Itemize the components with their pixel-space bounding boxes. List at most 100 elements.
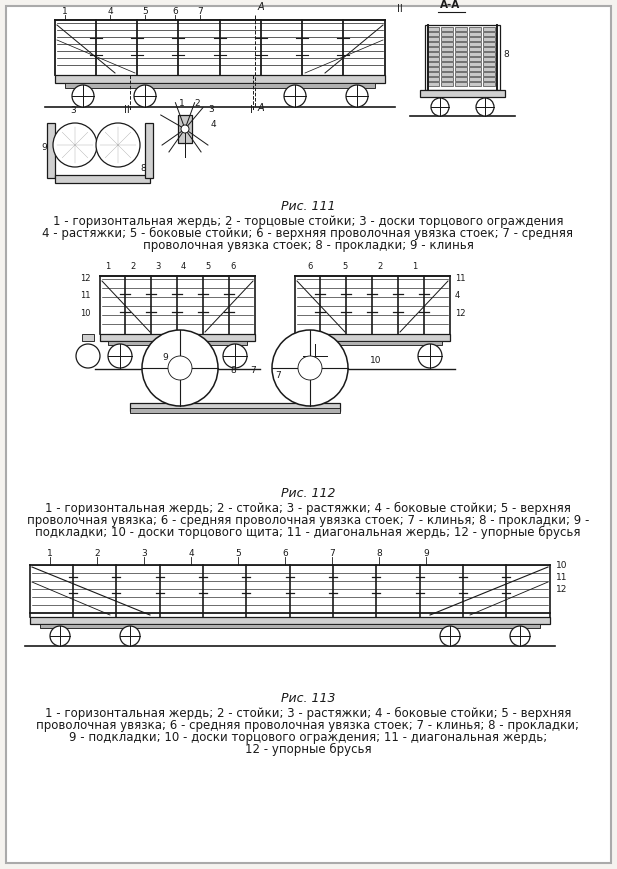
Text: 6: 6 xyxy=(230,262,236,271)
Text: 8: 8 xyxy=(302,371,308,380)
Bar xyxy=(145,123,153,178)
Bar xyxy=(55,175,150,183)
Text: 5: 5 xyxy=(342,262,347,271)
Bar xyxy=(483,27,495,30)
Text: II: II xyxy=(124,105,130,115)
Text: 5: 5 xyxy=(205,262,210,271)
Bar xyxy=(455,72,467,76)
Bar xyxy=(178,115,192,143)
Bar xyxy=(130,408,340,413)
Bar xyxy=(441,82,453,85)
Text: 9: 9 xyxy=(423,549,429,559)
Bar xyxy=(469,27,481,30)
Text: 8: 8 xyxy=(230,366,236,375)
Bar xyxy=(427,32,439,36)
Text: 4: 4 xyxy=(455,291,460,300)
Text: 2: 2 xyxy=(194,99,200,108)
Bar xyxy=(455,27,467,30)
Text: 4 - растяжки; 5 - боковые стойки; 6 - верхняя проволочная увязка стоек; 7 - сред: 4 - растяжки; 5 - боковые стойки; 6 - ве… xyxy=(43,227,573,240)
Circle shape xyxy=(96,123,140,167)
Circle shape xyxy=(120,626,140,646)
Text: 8: 8 xyxy=(140,164,146,173)
Bar xyxy=(469,52,481,56)
Circle shape xyxy=(181,125,189,133)
Text: проволочная увязка; 6 - средняя проволочная увязка стоек; 7 - клинья; 8 - прокла: проволочная увязка; 6 - средняя проволоч… xyxy=(27,514,589,527)
Bar xyxy=(483,32,495,36)
Circle shape xyxy=(76,344,100,368)
Text: 9: 9 xyxy=(41,143,47,152)
Text: 1 - горизонтальная жердь; 2 - стойка; 3 - растяжки; 4 - боковые стойки; 5 - верх: 1 - горизонтальная жердь; 2 - стойка; 3 … xyxy=(45,502,571,515)
Circle shape xyxy=(418,344,442,368)
Text: подкладки; 10 - доски торцового щита; 11 - диагональная жердь; 12 - упорные брус: подкладки; 10 - доски торцового щита; 11… xyxy=(35,526,581,539)
Text: 9 - подкладки; 10 - доски торцового ограждения; 11 - диагональная жердь;: 9 - подкладки; 10 - доски торцового огра… xyxy=(69,731,547,744)
Bar xyxy=(455,67,467,70)
Bar xyxy=(82,334,94,341)
Bar xyxy=(55,75,385,83)
Bar xyxy=(303,341,442,345)
Bar xyxy=(427,37,439,41)
Bar xyxy=(469,37,481,41)
Bar xyxy=(469,47,481,50)
Text: 3: 3 xyxy=(141,549,147,559)
Circle shape xyxy=(72,85,94,107)
Text: 3: 3 xyxy=(155,262,160,271)
Circle shape xyxy=(284,85,306,107)
Text: 7: 7 xyxy=(275,371,281,380)
Text: 6: 6 xyxy=(172,8,178,17)
Text: 6: 6 xyxy=(307,262,313,271)
Bar xyxy=(47,123,55,178)
Bar xyxy=(455,47,467,50)
Bar xyxy=(483,37,495,41)
Text: А: А xyxy=(258,103,265,113)
Text: 7: 7 xyxy=(329,549,335,559)
Bar xyxy=(469,77,481,81)
Bar xyxy=(427,72,439,76)
Bar xyxy=(130,403,340,411)
Bar xyxy=(469,57,481,61)
Bar xyxy=(65,83,375,88)
Circle shape xyxy=(431,98,449,116)
Text: 12: 12 xyxy=(455,309,465,318)
Text: проволочная увязка стоек; 8 - прокладки; 9 - клинья: проволочная увязка стоек; 8 - прокладки;… xyxy=(143,239,473,252)
Bar xyxy=(483,67,495,70)
Text: А-А: А-А xyxy=(440,0,460,10)
Text: 7: 7 xyxy=(250,366,256,375)
Bar xyxy=(483,52,495,56)
Bar xyxy=(441,67,453,70)
Bar xyxy=(455,42,467,45)
Bar xyxy=(469,82,481,85)
Bar xyxy=(455,62,467,65)
Bar xyxy=(455,37,467,41)
Circle shape xyxy=(298,356,322,380)
Text: Рис. 111: Рис. 111 xyxy=(281,200,335,213)
Bar xyxy=(425,25,500,90)
Circle shape xyxy=(168,356,192,380)
Bar xyxy=(427,42,439,45)
Bar xyxy=(441,77,453,81)
Text: 2: 2 xyxy=(94,549,100,559)
Text: 7: 7 xyxy=(197,8,203,17)
Bar xyxy=(441,37,453,41)
Text: 11: 11 xyxy=(455,274,465,283)
Text: Рис. 113: Рис. 113 xyxy=(281,692,335,705)
Bar xyxy=(40,624,540,628)
Text: 8: 8 xyxy=(376,549,382,559)
Bar xyxy=(483,77,495,81)
Text: 10: 10 xyxy=(370,356,381,365)
Bar xyxy=(30,617,550,624)
Circle shape xyxy=(272,330,348,406)
Text: 5: 5 xyxy=(142,8,148,17)
Bar xyxy=(427,47,439,50)
Bar xyxy=(295,334,450,341)
Text: 4: 4 xyxy=(180,262,186,271)
Bar xyxy=(441,27,453,30)
Text: 4: 4 xyxy=(188,549,194,559)
Text: I: I xyxy=(250,105,253,115)
Text: 3: 3 xyxy=(70,106,76,115)
Bar xyxy=(455,82,467,85)
Bar xyxy=(483,57,495,61)
Bar xyxy=(427,62,439,65)
Bar xyxy=(483,42,495,45)
Text: 1: 1 xyxy=(106,262,110,271)
Bar xyxy=(441,52,453,56)
